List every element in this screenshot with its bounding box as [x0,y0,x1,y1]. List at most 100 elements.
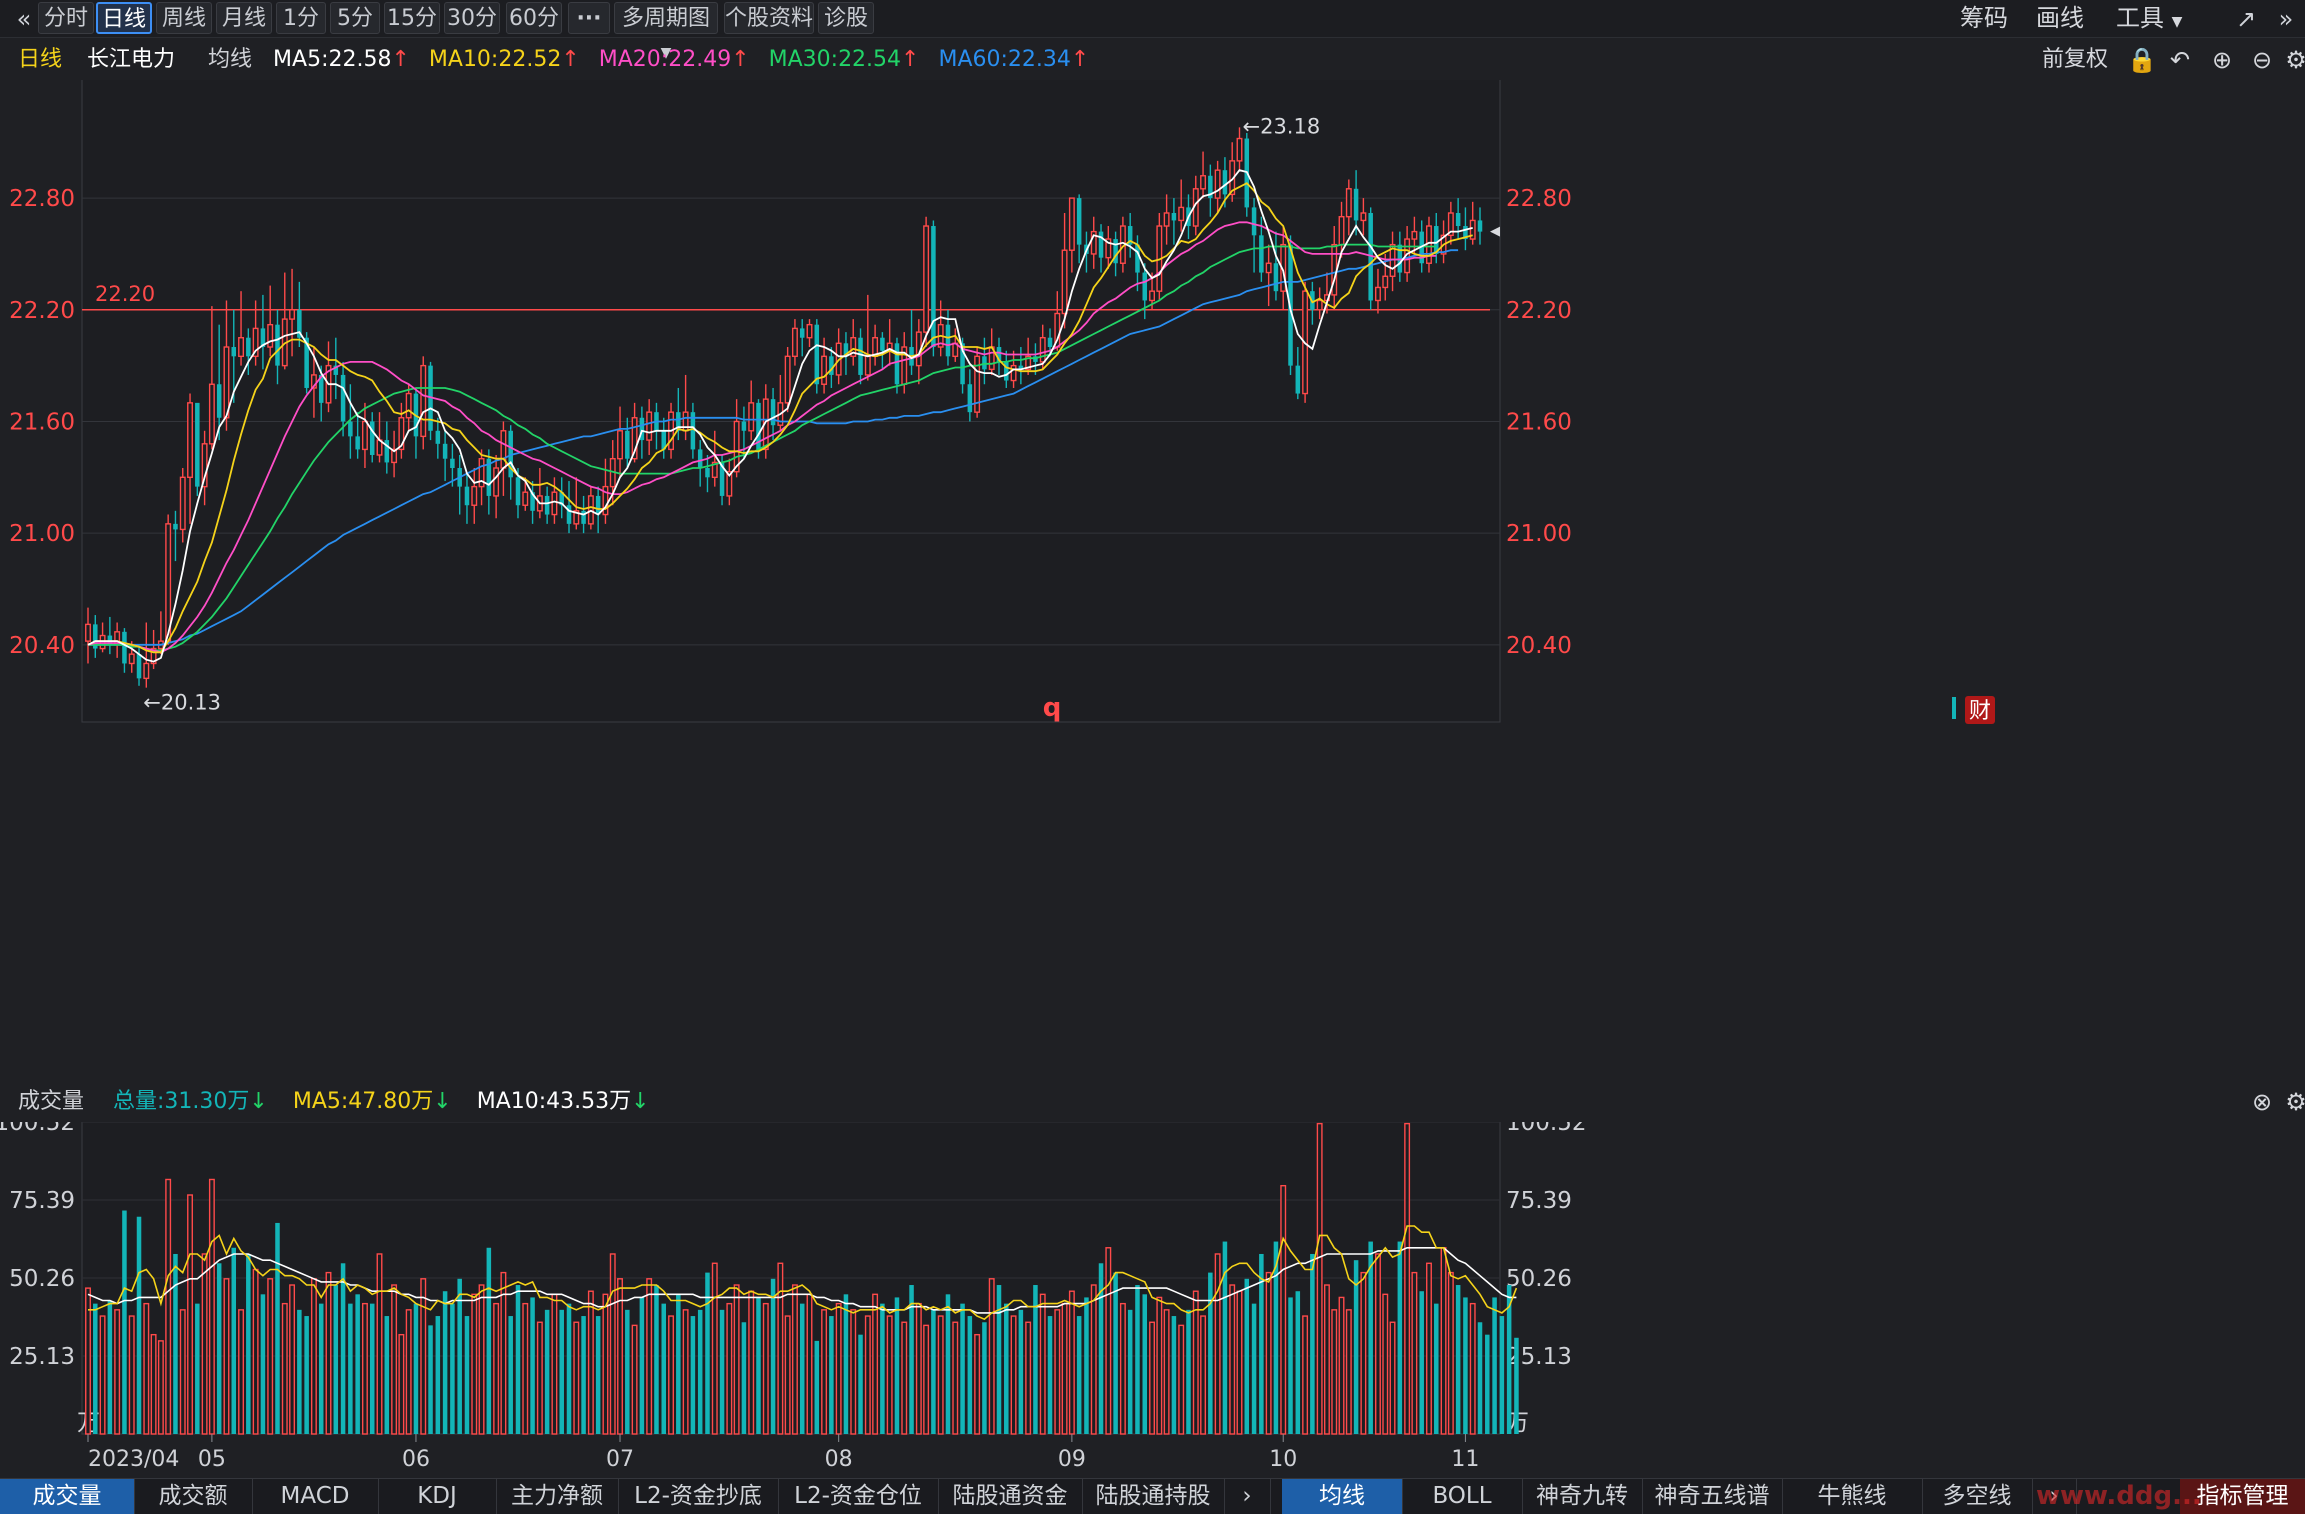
volume-bar[interactable] [901,1321,908,1435]
volume-bar[interactable] [617,1278,623,1435]
volume-bar[interactable] [1368,1241,1373,1434]
candle[interactable] [864,355,871,376]
candle[interactable] [1236,137,1243,162]
volume-bar[interactable] [515,1285,521,1434]
volume-bar[interactable] [967,1316,973,1434]
gear-icon[interactable]: ⚙ [2285,46,2305,74]
candle[interactable] [806,323,813,339]
volume-bar[interactable] [843,1294,849,1434]
volume-bar[interactable] [1010,1315,1017,1435]
volume-bar[interactable] [216,1263,222,1434]
volume-bar[interactable] [361,1302,368,1435]
candle[interactable] [1353,188,1359,221]
tab-macd[interactable]: MACD [252,1479,379,1514]
candle[interactable] [252,327,259,358]
candle[interactable] [1004,361,1009,381]
volume-bar[interactable] [536,1321,543,1435]
finance-event-icon[interactable] [1965,696,1995,724]
volume-bar[interactable] [945,1294,951,1434]
candle[interactable] [522,491,529,506]
chevron-right-icon[interactable]: › [1224,1479,1271,1514]
candle[interactable] [1018,365,1024,370]
volume-bar[interactable] [1426,1262,1432,1435]
tab-magic-five[interactable]: 神奇五线谱 [1642,1479,1783,1514]
volume-bar[interactable] [471,1293,478,1435]
volume-bar[interactable] [1404,1122,1411,1435]
candle[interactable] [471,485,478,506]
candle[interactable] [1171,212,1177,221]
volume-bar[interactable] [1345,1309,1352,1435]
candle[interactable] [340,374,346,422]
volume-bar[interactable] [1485,1334,1490,1434]
volume-bar[interactable] [631,1324,638,1435]
candle[interactable] [1025,355,1032,371]
candle[interactable] [711,461,718,479]
volume-bar[interactable] [937,1315,944,1435]
volume-bar[interactable] [639,1297,645,1434]
candle[interactable] [187,402,193,479]
volume-bar[interactable] [1375,1253,1381,1435]
volume-bar[interactable] [143,1302,150,1435]
volume-bar[interactable] [1244,1278,1250,1434]
volume-bar[interactable] [1331,1309,1338,1435]
volume-bar[interactable] [1076,1316,1082,1434]
candle[interactable] [566,505,572,524]
volume-bar[interactable] [1208,1272,1213,1434]
volume-bar[interactable] [799,1303,805,1434]
candle[interactable] [1273,263,1279,292]
chevron-right-icon[interactable]: › [2032,1479,2077,1514]
volume-bar[interactable] [508,1316,513,1434]
candle[interactable] [791,327,798,358]
candle[interactable] [1163,212,1170,227]
candle[interactable] [333,365,339,375]
candle[interactable] [275,324,280,366]
candle[interactable] [821,355,828,385]
lock-icon[interactable]: 🔒 [2127,46,2157,74]
gear-icon[interactable]: ⚙ [2285,1088,2305,1116]
diagnose-button[interactable]: 诊股 [818,2,874,34]
volume-bar[interactable] [646,1278,653,1435]
candle[interactable] [880,337,885,351]
candle[interactable] [391,448,398,464]
volume-bar[interactable] [413,1303,419,1434]
volume-bar[interactable] [1273,1241,1279,1434]
volume-bar[interactable] [150,1333,157,1435]
candle[interactable] [107,635,113,645]
volume-bar[interactable] [960,1303,965,1434]
volume-bar[interactable] [260,1294,266,1434]
candle[interactable] [216,384,222,418]
indicator-manage-button[interactable]: 指标管理 [2180,1479,2305,1514]
volume-bar[interactable] [173,1253,178,1434]
tab-weekly[interactable]: 周线 [156,2,212,34]
candle[interactable] [93,624,98,649]
volume-bar[interactable] [1463,1297,1468,1434]
candle[interactable] [1113,239,1118,264]
volume-bar[interactable] [428,1325,433,1434]
volume-bar[interactable] [1200,1315,1207,1435]
volume-bar[interactable] [1397,1241,1403,1434]
candle[interactable] [960,343,965,385]
candle[interactable] [420,364,427,438]
candle[interactable] [246,337,251,357]
candle[interactable] [1135,244,1140,273]
volume-bar[interactable] [1025,1321,1032,1435]
candle[interactable] [719,462,725,496]
candle[interactable] [748,402,755,432]
volume-bar[interactable] [1280,1184,1287,1435]
volume-bar[interactable] [581,1316,586,1434]
candle[interactable] [1316,299,1323,311]
candle[interactable] [1251,207,1257,236]
candle[interactable] [173,523,178,530]
candle[interactable] [348,421,353,437]
tab-5min[interactable]: 5分 [330,2,380,34]
candle[interactable] [1033,356,1038,362]
candle[interactable] [267,323,274,348]
candle[interactable] [544,495,550,515]
candle[interactable] [784,355,791,404]
tab-main-net[interactable]: 主力净额 [496,1479,619,1514]
volume-bar[interactable] [1222,1241,1228,1434]
volume-bar[interactable] [705,1272,710,1434]
tab-northbound-holdings[interactable]: 陆股通持股 [1082,1479,1225,1514]
volume-bar[interactable] [231,1247,237,1434]
